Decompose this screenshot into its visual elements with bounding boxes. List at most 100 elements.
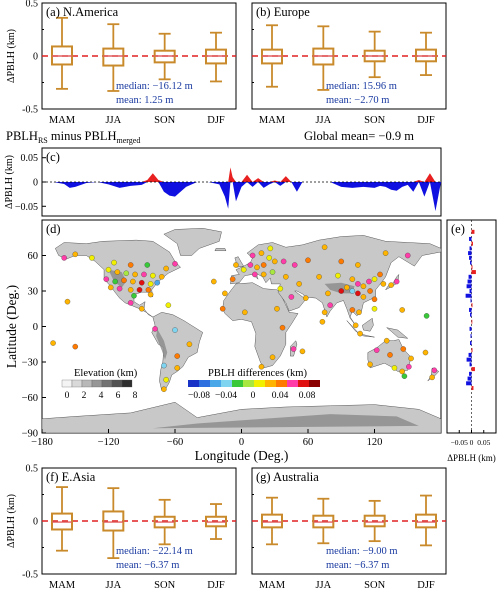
station-marker: [431, 367, 438, 374]
station-marker: [174, 353, 180, 359]
x-tick-label: 0: [470, 438, 474, 447]
elevation-legend-swatch: [91, 379, 103, 388]
station-marker: [72, 343, 79, 350]
lat-bar: [467, 376, 472, 381]
y-axis-label: ΔPBLH (km): [6, 29, 17, 83]
station-marker: [280, 258, 287, 265]
x-tick-label: MAM: [259, 580, 286, 591]
lat-bar: [469, 307, 472, 312]
box-iqr: [261, 513, 283, 529]
x-tick-label: −120: [98, 437, 120, 448]
median-stat: median: 15.96 m: [326, 81, 397, 92]
landmass-africa: [222, 282, 299, 369]
y-axis-label: Latitude (Deg.): [4, 285, 19, 368]
panel-title: (a) N.America: [46, 5, 119, 19]
station-marker: [279, 324, 286, 331]
station-marker: [131, 292, 137, 299]
station-marker: [269, 354, 276, 361]
station-marker: [112, 278, 118, 285]
lat-bar: [469, 362, 472, 367]
y-tick-label: 0: [33, 322, 38, 333]
zonal-bar-panel-e: −0.05 0 0.05 ΔPBLH (km) (e): [446, 219, 497, 463]
station-marker: [249, 252, 256, 259]
lat-bar: [468, 274, 472, 279]
elevation-legend-title: Elevation (km): [74, 368, 138, 379]
station-marker: [254, 264, 260, 271]
diff-legend-swatch: [265, 380, 276, 387]
station-marker: [50, 340, 56, 346]
diff-legend-tick: −0.08: [188, 391, 210, 401]
panel-title: (c): [46, 150, 60, 164]
diff-legend-swatch: [309, 380, 320, 387]
station-marker: [319, 319, 326, 325]
station-marker: [121, 277, 127, 284]
lat-bar: [466, 381, 472, 386]
diff-legend-title: PBLH differences (km): [208, 368, 307, 379]
x-tick-label: SON: [154, 580, 175, 591]
y-tick-label: −0.05: [15, 202, 38, 213]
box-iqr: [363, 514, 386, 528]
station-marker: [105, 266, 112, 273]
station-marker: [61, 255, 67, 261]
station-marker: [141, 271, 147, 278]
x-tick-label: 0.05: [477, 438, 490, 447]
diff-legend-swatch: [243, 380, 254, 387]
landmass-borneo: [362, 317, 374, 332]
station-marker: [400, 346, 407, 352]
x-tick-label: DJF: [207, 115, 225, 126]
diff-legend-swatch: [221, 380, 232, 387]
station-marker: [422, 349, 429, 356]
station-marker: [316, 274, 322, 280]
elevation-legend-tick: 6: [116, 391, 121, 401]
zonal-diff-panel-c: −0.05 0 0.05 ΔPBLH (km) (c): [4, 147, 442, 217]
lat-bar: [470, 298, 472, 303]
station-marker: [233, 262, 239, 268]
x-tick-label: 120: [367, 437, 383, 448]
station-marker: [371, 276, 378, 282]
station-marker: [344, 284, 350, 291]
lat-bar: [469, 236, 472, 241]
landmass-greenland: [163, 228, 222, 256]
elevation-legend-swatch: [121, 379, 133, 388]
lat-bar: [469, 371, 472, 376]
elevation-legend-swatch: [61, 379, 73, 388]
lat-bar: [471, 241, 473, 246]
lat-bar: [470, 341, 472, 346]
station-marker: [172, 327, 178, 333]
lat-bar: [471, 348, 473, 353]
station-marker: [408, 355, 414, 362]
station-marker: [325, 290, 331, 297]
y-tick-label: −30: [22, 358, 38, 369]
x-tick-label: JJA: [105, 115, 121, 126]
y-tick-label: -0.5: [22, 570, 38, 581]
station-marker: [152, 326, 158, 332]
panel-title: (e): [451, 222, 465, 236]
lat-bar: [471, 319, 473, 324]
station-marker: [127, 262, 134, 268]
x-tick-label: −0.05: [451, 438, 469, 447]
lat-bar: [470, 312, 472, 317]
lat-bar: [469, 289, 472, 293]
boxplot-panel-b: MAM JJA SON DJF (b) Europe median: 15.96 m mea…: [251, 2, 447, 126]
lat-bar: [470, 260, 472, 265]
station-marker: [366, 278, 372, 285]
y-axis-label: ΔPBLH (km): [4, 155, 15, 209]
lat-bar: [471, 270, 476, 275]
diff-legend-swatch: [287, 380, 298, 387]
elevation-legend-tick: 4: [99, 391, 104, 401]
x-tick-label: MAM: [259, 115, 286, 126]
diff-legend-tick: −0.04: [215, 391, 237, 401]
diff-legend-swatch: [188, 380, 199, 387]
x-tick-label: DJF: [417, 115, 435, 126]
lat-bar: [465, 293, 472, 298]
station-marker: [111, 259, 117, 266]
station-marker: [252, 271, 258, 278]
station-marker: [355, 281, 361, 287]
station-marker: [136, 287, 143, 293]
station-marker: [186, 341, 193, 347]
station-marker: [380, 281, 387, 287]
y-tick-label: 60: [28, 251, 39, 262]
station-marker: [269, 269, 276, 275]
station-marker: [271, 258, 278, 265]
x-tick-label: JJA: [105, 580, 121, 591]
